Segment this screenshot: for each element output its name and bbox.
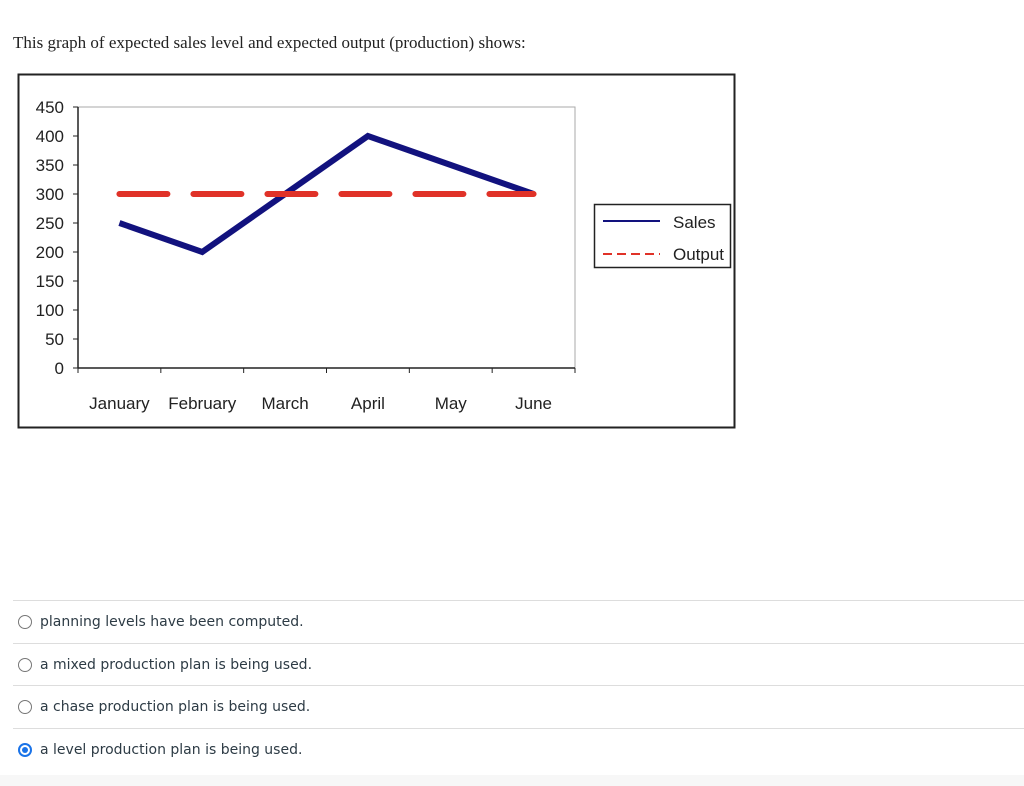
legend-output-label: Output <box>673 245 724 264</box>
y-tick-label: 400 <box>36 127 64 146</box>
answer-option-1[interactable]: planning levels have been computed. <box>13 600 1024 643</box>
legend-sales-label: Sales <box>673 213 716 232</box>
y-tick-label: 50 <box>45 330 64 349</box>
question-text: This graph of expected sales level and e… <box>13 33 526 52</box>
x-tick-label: May <box>435 394 468 413</box>
option-label: a chase production plan is being used. <box>40 699 311 715</box>
y-tick-label: 450 <box>36 98 64 117</box>
radio-button[interactable] <box>18 615 32 629</box>
x-tick-label: June <box>515 394 552 413</box>
y-tick-label: 250 <box>36 214 64 233</box>
y-tick-label: 150 <box>36 272 64 291</box>
answer-option-3[interactable]: a chase production plan is being used. <box>13 685 1024 728</box>
answer-option-4[interactable]: a level production plan is being used. <box>13 728 1024 771</box>
legend: Sales Output <box>593 203 732 269</box>
x-tick-label: February <box>168 394 237 413</box>
y-tick-label: 300 <box>36 185 64 204</box>
x-tick-label: January <box>89 394 150 413</box>
answer-option-2[interactable]: a mixed production plan is being used. <box>13 643 1024 686</box>
y-tick-label: 200 <box>36 243 64 262</box>
y-tick-label: 350 <box>36 156 64 175</box>
sales-output-chart: 0 50 100 150 200 250 300 350 400 450 January Februa… <box>17 73 736 429</box>
x-tick-label: April <box>351 394 385 413</box>
option-label: planning levels have been computed. <box>40 614 304 630</box>
y-tick-label: 100 <box>36 301 64 320</box>
y-tick-label: 0 <box>55 359 64 378</box>
series-line-sales <box>118 132 535 256</box>
radio-button-selected[interactable] <box>18 743 32 757</box>
x-tick-label: March <box>261 394 308 413</box>
radio-button[interactable] <box>18 700 32 714</box>
radio-button[interactable] <box>18 658 32 672</box>
footer-bar <box>0 775 1024 786</box>
option-label: a level production plan is being used. <box>40 742 303 758</box>
option-label: a mixed production plan is being used. <box>40 657 313 673</box>
